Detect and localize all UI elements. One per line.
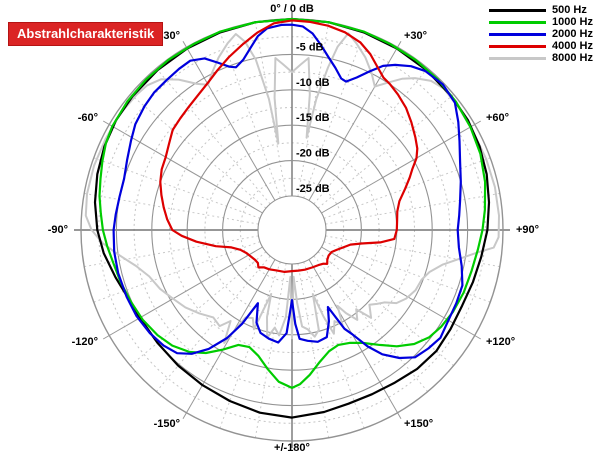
curve-8000hz	[84, 32, 500, 344]
legend-item-500hz: 500 Hz	[489, 4, 593, 16]
grid-ray-major	[308, 40, 402, 201]
angle-label: -30°	[160, 30, 180, 42]
legend-label-8000hz: 8000 Hz	[552, 52, 593, 64]
grid-ring-major	[151, 89, 433, 371]
grid-ray-minor	[323, 241, 491, 303]
angle-label: +/-180°	[274, 442, 310, 454]
radial-axis-label: -15 dB	[296, 112, 330, 124]
grid-ring-major	[257, 195, 327, 265]
angle-label: +30°	[404, 30, 427, 42]
legend-swatch-500hz	[489, 8, 546, 12]
grid-ray-minor	[93, 157, 261, 219]
legend-swatch-2000hz	[489, 32, 546, 36]
curve-2000hz	[112, 23, 464, 360]
grid-ray-major	[321, 120, 482, 214]
radial-axis-label: -10 dB	[296, 77, 330, 89]
legend-item-1000hz: 1000 Hz	[489, 16, 593, 28]
legend-swatch-1000hz	[489, 20, 546, 24]
grid-ray-major	[102, 120, 263, 214]
grid-ray-major	[308, 259, 402, 420]
grid-ray-minor	[313, 68, 429, 205]
radial-axis-label: -5 dB	[296, 41, 324, 53]
title-badge: Abstrahlcharakteristik	[8, 22, 164, 46]
grid-ray-major	[182, 40, 276, 201]
legend-swatch-4000hz	[489, 44, 546, 48]
legend-label-500hz: 500 Hz	[552, 4, 587, 16]
angle-label: -60°	[78, 112, 98, 124]
angle-label: 0° / 0 dB	[270, 3, 314, 15]
radial-axis-label: -20 dB	[296, 148, 330, 160]
grid-ray-minor	[317, 93, 454, 209]
grid-ray-minor	[84, 235, 259, 268]
radial-axis-label: -25 dB	[296, 183, 330, 195]
grid-ray-minor	[130, 251, 267, 367]
legend-label-2000hz: 2000 Hz	[552, 28, 593, 40]
angle-label: +60°	[486, 112, 509, 124]
legend-swatch-8000hz	[489, 56, 546, 60]
grid-ray-major	[102, 246, 263, 340]
legend-label-1000hz: 1000 Hz	[552, 16, 593, 28]
angle-label: +150°	[404, 418, 433, 430]
curve-1000hz	[98, 17, 487, 389]
angle-label: +90°	[516, 224, 539, 236]
legend: 500 Hz 1000 Hz 2000 Hz 4000 Hz 8000 Hz	[489, 4, 593, 64]
angle-label: -90°	[48, 224, 68, 236]
legend-item-4000hz: 4000 Hz	[489, 40, 593, 52]
grid-ray-minor	[303, 261, 365, 429]
grid-ray-major	[182, 259, 276, 420]
grid-ray-minor	[325, 192, 500, 225]
angle-label: -120°	[72, 336, 98, 348]
angle-label: +120°	[486, 336, 515, 348]
grid-ray-major	[321, 246, 482, 340]
angle-label: -150°	[154, 418, 180, 430]
legend-item-2000hz: 2000 Hz	[489, 28, 593, 40]
legend-item-8000hz: 8000 Hz	[489, 52, 593, 64]
legend-label-4000hz: 4000 Hz	[552, 40, 593, 52]
grid-ring-major	[115, 53, 469, 407]
curve-4000hz	[159, 19, 419, 273]
